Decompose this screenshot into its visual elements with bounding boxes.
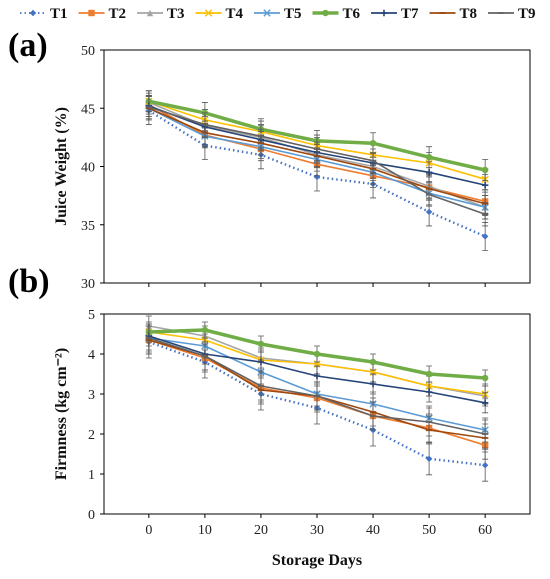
legend-label-t5: T5	[284, 6, 302, 22]
data-point-t7	[257, 358, 265, 366]
legend-label-t3: T3	[167, 6, 185, 22]
x-tick-label: 30	[310, 523, 324, 538]
y-tick-label-a: 35	[81, 219, 95, 234]
data-point-t7	[481, 181, 489, 189]
data-point-t6	[425, 370, 433, 378]
data-point-t1	[481, 462, 489, 469]
legend-marker-t2	[88, 9, 95, 17]
data-point-t6	[201, 326, 209, 334]
y-tick-label-a: 50	[81, 44, 95, 59]
data-point-t7	[481, 399, 489, 406]
data-point-t1	[313, 173, 321, 181]
x-tick-label: 60	[478, 523, 492, 538]
data-point-t7	[369, 380, 377, 388]
data-point-t6	[369, 358, 377, 366]
x-tick-label: 50	[422, 523, 436, 538]
y-axis-label-b: Firmness (kg cm⁻²)	[53, 348, 70, 480]
y-axis-label-a: Juice Weight (%)	[53, 107, 70, 226]
y-tick-label-b: 0	[88, 508, 95, 523]
x-tick-label: 20	[254, 523, 268, 538]
legend-label-t7: T7	[401, 6, 419, 22]
legend-label-t9: T9	[518, 6, 536, 22]
data-point-t6	[313, 350, 321, 358]
data-point-t7	[313, 372, 321, 380]
x-tick-label: 40	[366, 523, 380, 538]
y-tick-label-b: 1	[88, 468, 95, 483]
legend-marker-t5	[263, 9, 271, 17]
legend-marker-t7	[380, 9, 388, 17]
legend-marker-t3	[146, 9, 154, 17]
data-point-t6	[369, 140, 377, 147]
data-point-t6	[257, 340, 265, 348]
data-point-t1	[481, 233, 489, 240]
legend: T1 T2 T3 T4 T5 T6 T7 T8 T9	[20, 6, 536, 22]
panel-a-plot: 30 35 40 45 50 Juice Weight (%)	[53, 44, 531, 292]
y-tick-label-a: 40	[81, 161, 95, 176]
y-tick-label-b: 4	[88, 348, 95, 363]
legend-label-t8: T8	[460, 6, 478, 22]
legend-marker-t6	[322, 9, 329, 17]
x-tick-label: 0	[145, 523, 152, 538]
data-point-t7	[425, 169, 433, 176]
legend-label-t1: T1	[50, 6, 68, 22]
panel-label-b: (b)	[8, 263, 50, 300]
legend-marker-t1	[29, 9, 37, 17]
legend-label-t6: T6	[343, 6, 361, 22]
legend-label-t4: T4	[226, 6, 244, 22]
data-point-t6	[481, 374, 489, 382]
y-tick-label-a: 30	[81, 277, 95, 292]
panel-label-a: (a)	[8, 27, 48, 64]
data-point-t6	[425, 153, 433, 161]
x-axis-label: Storage Days	[272, 552, 362, 569]
legend-label-t2: T2	[109, 6, 127, 22]
y-tick-label-a: 45	[81, 102, 95, 117]
data-point-t7	[425, 388, 433, 396]
data-point-t1	[425, 455, 433, 462]
y-tick-label-b: 5	[88, 308, 95, 323]
x-tick-label: 10	[198, 523, 212, 538]
data-point-t1	[425, 208, 433, 216]
legend-marker-t4	[204, 9, 213, 17]
y-tick-label-b: 2	[88, 428, 95, 443]
y-tick-label-b: 3	[88, 388, 95, 403]
data-point-t6	[481, 166, 489, 174]
